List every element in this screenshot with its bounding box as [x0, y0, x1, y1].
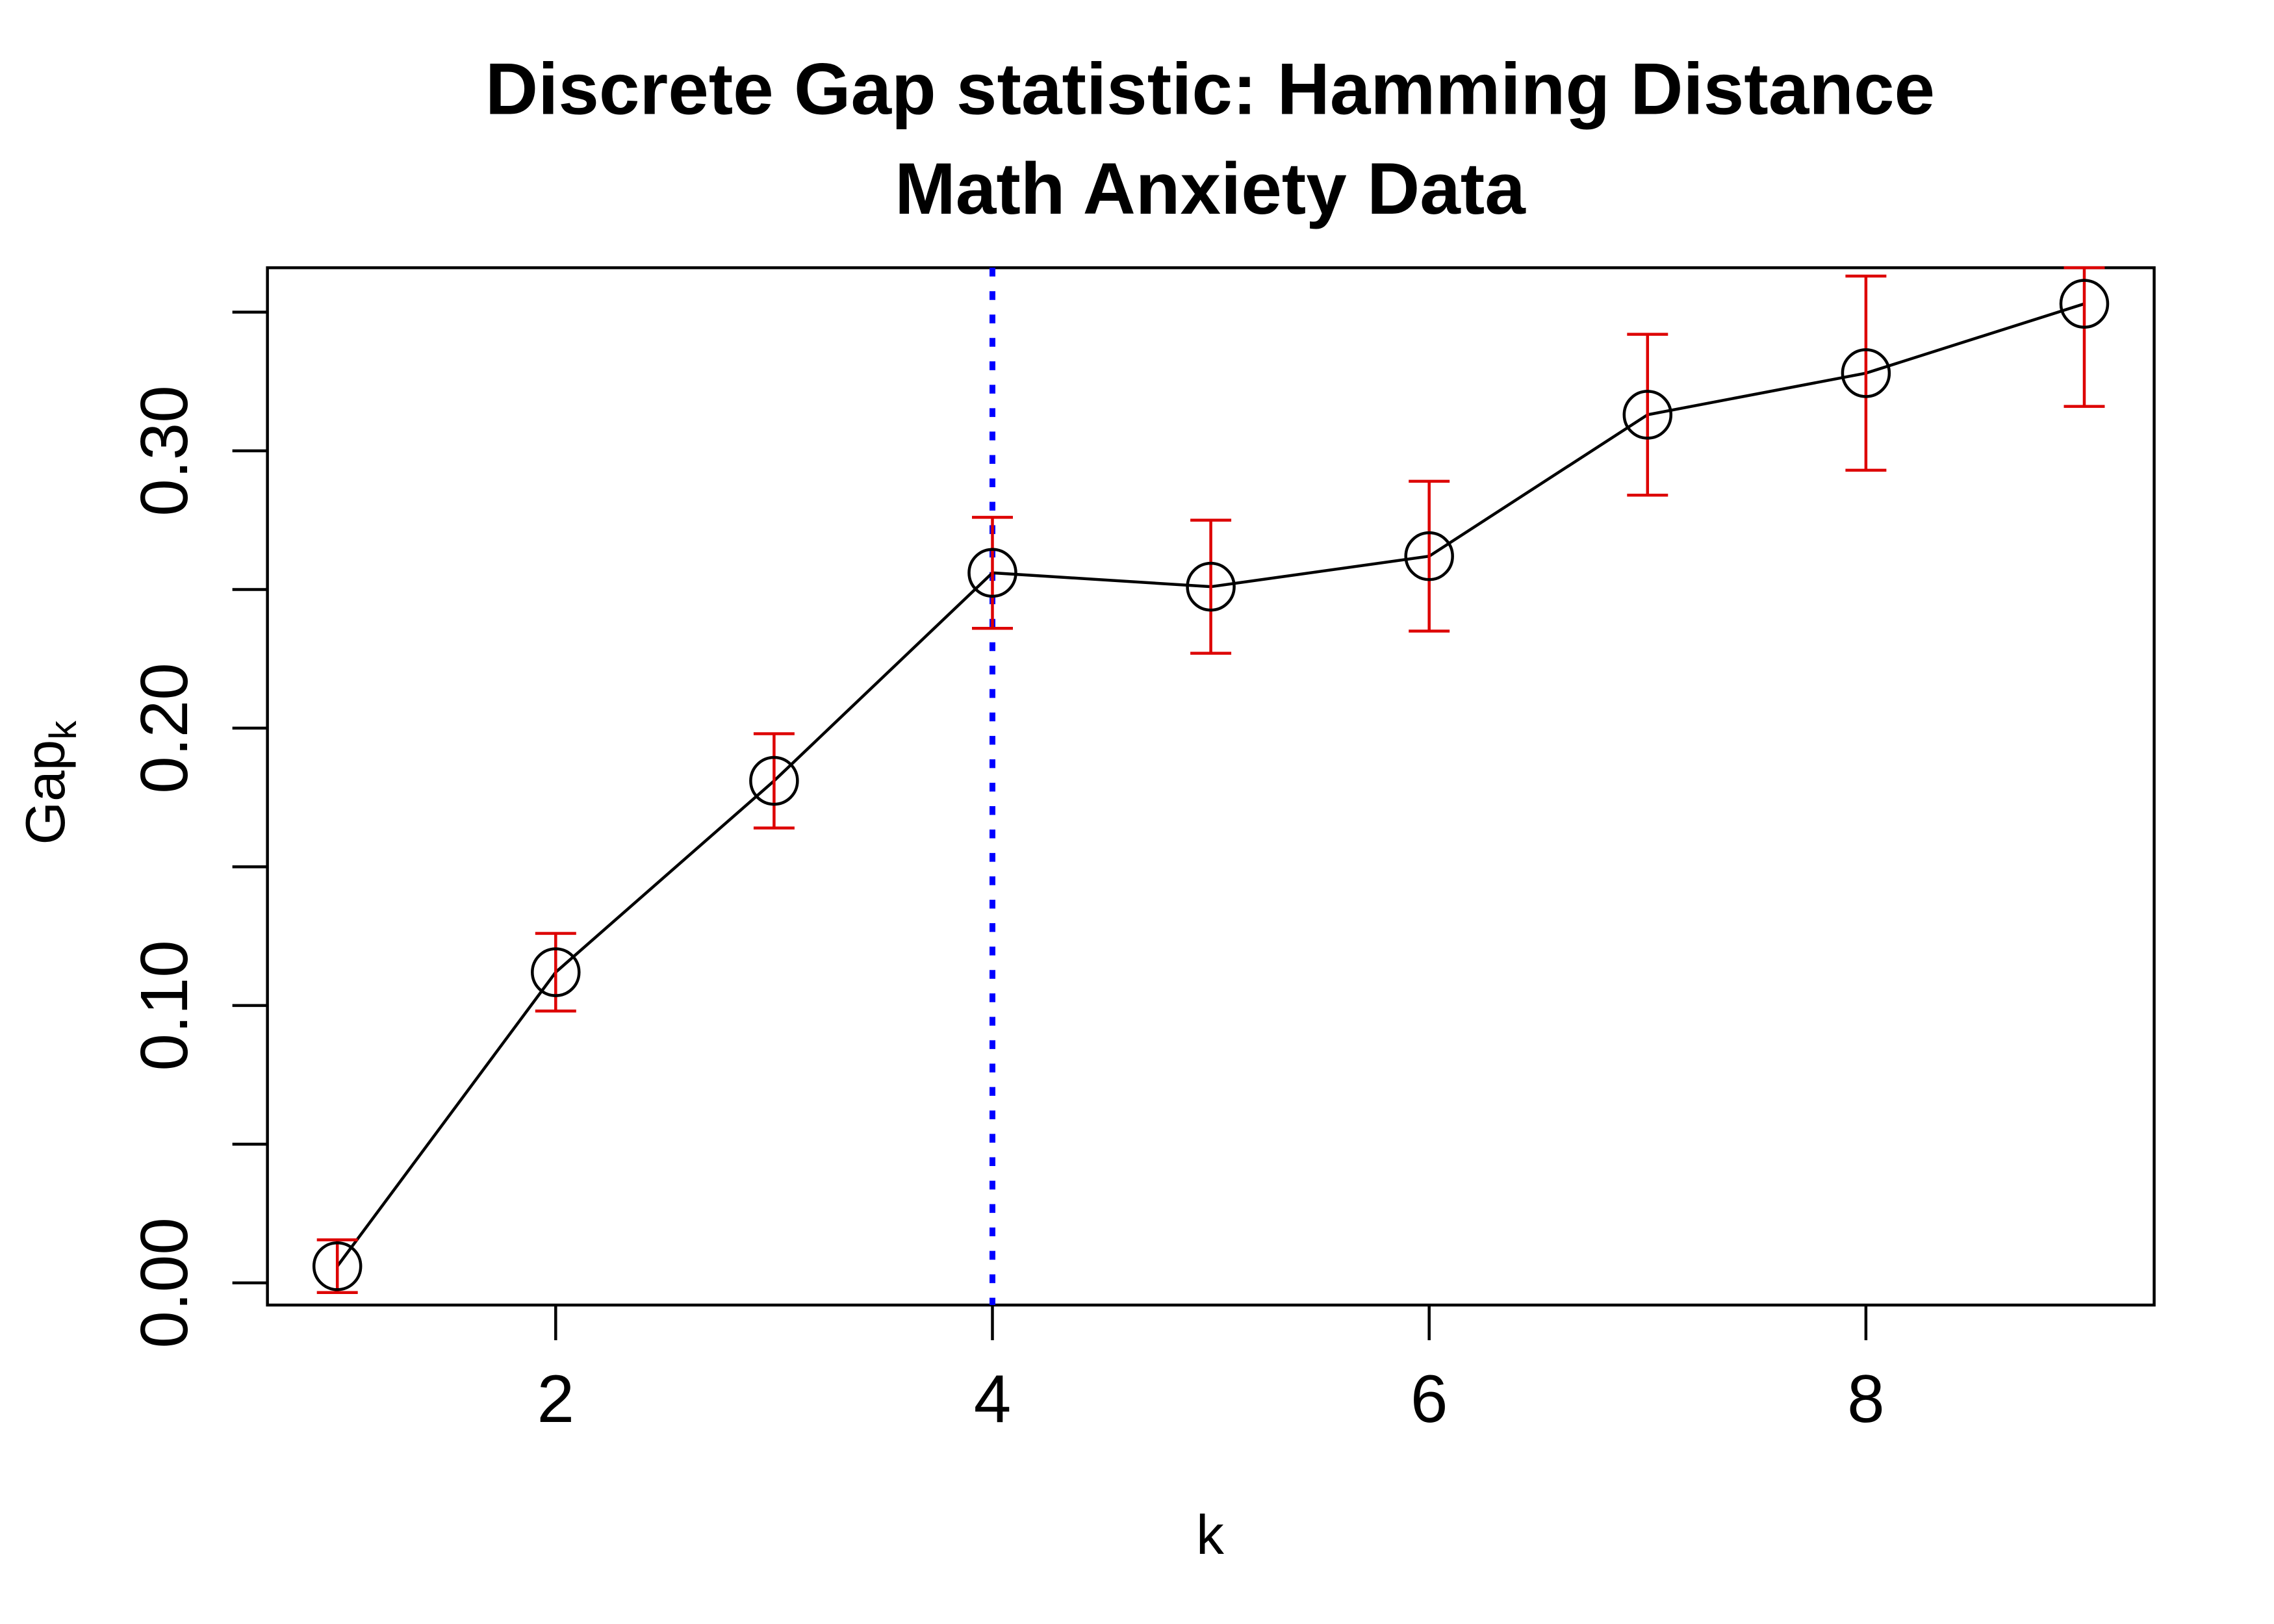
y-axis: 0.00 0.10 0.20 0.30: [126, 311, 268, 1349]
y-tick-label: 0.10: [126, 940, 201, 1071]
data-point: [2059, 279, 2110, 329]
data-point: [967, 548, 1017, 598]
plot-marks: [312, 266, 2110, 1306]
data-point: [531, 947, 581, 997]
y-tick-label: 0.00: [126, 1217, 201, 1349]
error-bar: [971, 516, 1013, 630]
y-tick-label: 0.20: [126, 663, 201, 794]
error-bar: [1190, 518, 1232, 655]
chart-title: Discrete Gap statistic: Hamming Distance: [485, 48, 1935, 130]
error-bar: [1845, 274, 1887, 472]
error-bar: [535, 932, 576, 1013]
x-axis-label: k: [1196, 1504, 1224, 1566]
data-point: [1622, 390, 1673, 440]
series-line: [336, 302, 2085, 1267]
chart-subtitle: Math Anxiety Data: [895, 147, 1526, 229]
error-bar: [2063, 266, 2105, 408]
data-point: [1841, 348, 1891, 398]
data-point: [1404, 531, 1454, 581]
data-point: [749, 755, 799, 806]
plot-frame: [266, 266, 2156, 1307]
error-bar: [753, 732, 795, 830]
error-bar: [1627, 333, 1668, 497]
x-tick-label: 6: [1411, 1361, 1448, 1436]
x-axis: 2 4 6 8: [537, 1305, 1885, 1436]
x-tick-label: 8: [1847, 1361, 1885, 1436]
error-bar: [316, 1238, 358, 1295]
y-axis-label: Gapk: [15, 720, 84, 845]
data-point: [1186, 561, 1236, 612]
x-tick-label: 4: [974, 1361, 1012, 1436]
data-point: [312, 1241, 363, 1291]
y-axis-label-subscript: k: [42, 720, 84, 740]
x-tick-label: 2: [537, 1361, 575, 1436]
y-axis-label-main: Gap: [15, 740, 77, 845]
error-bar: [1409, 479, 1450, 633]
y-tick-label: 0.30: [126, 385, 201, 516]
